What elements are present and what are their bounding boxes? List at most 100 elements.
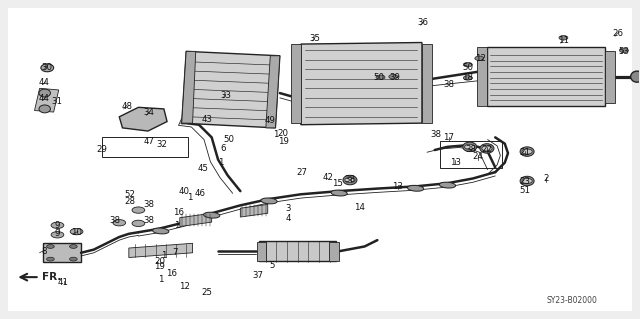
Circle shape [482, 146, 492, 151]
Circle shape [522, 178, 532, 183]
Ellipse shape [39, 89, 51, 97]
Text: 29: 29 [97, 145, 108, 154]
Text: 6: 6 [220, 144, 226, 153]
Text: 14: 14 [354, 203, 365, 212]
Text: 38: 38 [144, 200, 155, 209]
Text: 41: 41 [58, 278, 68, 287]
Ellipse shape [152, 228, 169, 234]
Text: 37: 37 [252, 271, 263, 280]
Circle shape [70, 228, 83, 235]
Circle shape [620, 48, 628, 53]
Text: 20: 20 [278, 129, 289, 138]
Text: 12: 12 [179, 282, 190, 291]
Text: 11: 11 [558, 36, 569, 45]
Text: 35: 35 [309, 34, 321, 43]
Text: 1: 1 [158, 275, 163, 284]
Circle shape [376, 75, 385, 79]
Circle shape [132, 207, 145, 213]
Text: 38: 38 [344, 174, 355, 184]
Ellipse shape [463, 142, 477, 152]
Circle shape [47, 257, 54, 261]
Bar [477, 48, 487, 106]
Text: 45: 45 [198, 164, 209, 173]
Text: 23: 23 [520, 176, 531, 186]
Text: 9: 9 [55, 229, 60, 238]
Text: 44: 44 [38, 78, 49, 87]
Text: 16: 16 [173, 208, 184, 217]
Text: 50: 50 [223, 135, 234, 145]
Ellipse shape [480, 144, 494, 153]
Text: 32: 32 [156, 140, 168, 149]
Text: 31: 31 [51, 97, 62, 107]
Text: 21: 21 [520, 148, 531, 157]
Text: 1: 1 [273, 130, 278, 139]
Polygon shape [119, 107, 167, 131]
Text: 46: 46 [195, 189, 205, 198]
Text: 1: 1 [218, 158, 224, 167]
Polygon shape [301, 42, 422, 125]
Circle shape [465, 144, 475, 149]
Text: 15: 15 [332, 179, 342, 188]
Text: 7: 7 [172, 248, 177, 257]
Text: 1: 1 [187, 193, 192, 202]
Polygon shape [35, 88, 59, 112]
Text: 50: 50 [462, 63, 474, 72]
Polygon shape [182, 51, 280, 128]
Circle shape [522, 149, 532, 154]
Text: 53: 53 [618, 47, 630, 56]
Text: 24: 24 [472, 152, 483, 161]
Text: 51: 51 [520, 186, 531, 195]
Text: 20: 20 [154, 257, 165, 266]
Bar [605, 50, 615, 103]
Text: 18: 18 [462, 73, 474, 82]
Bar [422, 44, 432, 123]
Circle shape [345, 178, 355, 182]
Text: 52: 52 [125, 190, 136, 199]
Text: 34: 34 [144, 108, 155, 117]
Text: 19: 19 [154, 262, 165, 271]
Text: 44: 44 [38, 94, 49, 103]
Text: 5: 5 [269, 261, 275, 270]
Ellipse shape [261, 198, 277, 204]
Text: 22: 22 [481, 145, 492, 154]
Text: 33: 33 [220, 91, 231, 100]
Text: 1: 1 [174, 221, 179, 230]
Polygon shape [43, 243, 81, 262]
Text: SY23-B02000: SY23-B02000 [547, 296, 597, 305]
Text: 28: 28 [125, 197, 136, 206]
Ellipse shape [331, 190, 348, 196]
Polygon shape [182, 51, 196, 123]
Text: 13: 13 [392, 182, 403, 191]
Text: 47: 47 [144, 137, 155, 146]
Polygon shape [241, 204, 268, 217]
Circle shape [51, 222, 64, 228]
Polygon shape [180, 213, 212, 226]
Ellipse shape [520, 176, 534, 186]
Text: 40: 40 [179, 187, 190, 196]
Text: 49: 49 [265, 116, 276, 125]
Text: 12: 12 [475, 54, 486, 63]
Ellipse shape [343, 175, 357, 185]
Text: 50: 50 [373, 73, 384, 82]
Text: 39: 39 [389, 73, 400, 82]
Text: 13: 13 [449, 158, 461, 167]
Circle shape [463, 63, 472, 67]
Text: 38: 38 [431, 130, 442, 139]
Text: 38: 38 [465, 145, 477, 153]
Circle shape [559, 35, 568, 40]
Polygon shape [487, 48, 605, 106]
Ellipse shape [41, 64, 54, 72]
Ellipse shape [39, 105, 51, 113]
Text: 25: 25 [201, 288, 212, 297]
Text: 48: 48 [122, 102, 132, 111]
Text: 9: 9 [55, 221, 60, 230]
Polygon shape [129, 243, 193, 257]
Text: 42: 42 [322, 173, 333, 182]
Circle shape [47, 245, 54, 249]
Text: 26: 26 [612, 29, 623, 38]
Text: 38: 38 [444, 80, 454, 89]
Bar [291, 44, 301, 123]
Text: 16: 16 [166, 270, 177, 278]
Ellipse shape [520, 147, 534, 156]
Polygon shape [266, 56, 280, 128]
